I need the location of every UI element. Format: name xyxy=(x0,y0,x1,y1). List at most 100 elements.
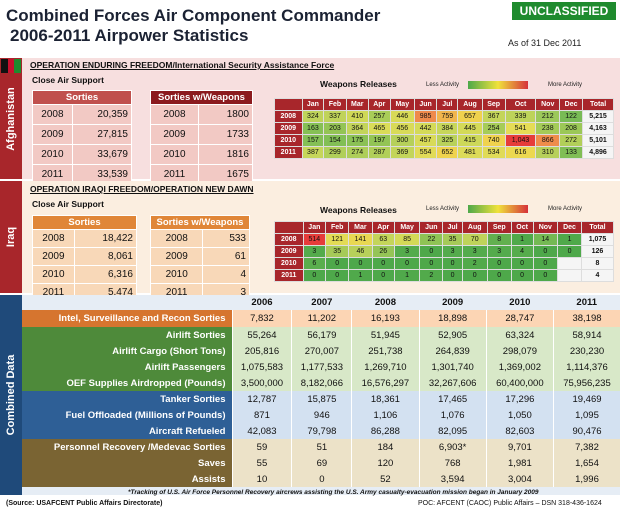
heatmap-cell: 154 xyxy=(323,134,347,147)
heatmap-row: 2011 0 0 1 0 1 2 0 0 0 0 0 4 xyxy=(274,269,615,282)
heatmap-cell: 203 xyxy=(323,122,347,135)
heatmap-row: 2010 6 0 0 0 0 0 0 2 0 0 0 8 xyxy=(274,257,615,270)
month-header: Jul xyxy=(442,221,463,234)
heatmap-cell: 208 xyxy=(559,122,584,135)
combined-header-row: 2006 2007 2008 2009 2010 2011 xyxy=(22,295,620,310)
table-row: 2009 27,815 xyxy=(32,124,133,145)
combined-cell: 42,083 xyxy=(231,423,292,439)
heatmap-cell: 337 xyxy=(323,110,347,123)
with_weapons-header: Sorties w/Weapons xyxy=(150,90,253,105)
combined-data-table: 2006 2007 2008 2009 2010 2011 Intel, Surveilla… xyxy=(22,295,620,487)
combined-cell: 1,981 xyxy=(485,455,554,471)
combined-cell: 298,079 xyxy=(485,343,554,359)
row-year: 2008 xyxy=(32,104,73,125)
heatmap-cell xyxy=(557,257,582,270)
row-value: 533 xyxy=(202,229,250,248)
oef-operation-title: OPERATION ENDURING FREEDOM/International… xyxy=(30,60,335,70)
combined-cell: 1,095 xyxy=(552,407,620,423)
combined-cell: 56,179 xyxy=(291,327,352,343)
combined-row-label: Airlift Passengers xyxy=(22,359,232,375)
month-header: Sep xyxy=(486,221,512,234)
month-header: Aug xyxy=(461,221,488,234)
heatmap-cell: 3 xyxy=(486,245,512,258)
heatmap-cell: 0 xyxy=(510,269,534,282)
heatmap-cell: 122 xyxy=(559,110,584,123)
month-header: Feb xyxy=(323,98,347,111)
month-header: Oct xyxy=(510,221,534,234)
month-header: Jun xyxy=(413,98,438,111)
row-value: 33,539 xyxy=(71,164,133,185)
row-year: 2010 xyxy=(150,144,199,165)
heatmap-cell: 6 xyxy=(302,257,327,270)
year-header: 2010 xyxy=(509,297,531,308)
iraq-legend-gradient xyxy=(468,205,528,213)
heatmap-cell: 14 xyxy=(532,233,559,246)
combined-cell: 1,369,002 xyxy=(485,359,554,375)
heatmap-cell: 1 xyxy=(510,233,534,246)
iraq-legend-less: Less Activity xyxy=(426,206,460,212)
heatmap-cell: 652 xyxy=(436,146,459,159)
table-row: 2010 6,316 xyxy=(32,265,138,284)
title-line-2: 2006-2011 Airpower Statistics xyxy=(10,26,249,45)
row-year: 2010 xyxy=(32,144,73,165)
year-header: 2009 xyxy=(442,297,464,308)
combined-cell: 120 xyxy=(351,455,420,471)
row-value: 4 xyxy=(202,265,250,284)
heatmap-cell: 0 xyxy=(442,269,463,282)
combined-cell: 1,114,376 xyxy=(552,359,620,375)
heatmap-cell: 325 xyxy=(436,134,459,147)
heatmap-cell: 1 xyxy=(394,269,421,282)
row-year: 2009 xyxy=(149,247,204,266)
table-row: 2008 20,359 xyxy=(32,104,133,125)
row-year: 2008 xyxy=(150,104,199,125)
combined-cell: 12,787 xyxy=(231,391,292,407)
combined-cell: 69 xyxy=(291,455,352,471)
combined-row: Personnel Recovery /Medevac Sorties 59 51 1… xyxy=(22,439,620,455)
month-header: Sep xyxy=(481,98,506,111)
heatmap-cell: 5,215 xyxy=(582,110,614,123)
heatmap-cell: 26 xyxy=(371,245,396,258)
row-value: 20,359 xyxy=(71,104,133,125)
heatmap-year: 2008 xyxy=(274,110,303,123)
row-year: 2008 xyxy=(149,229,204,248)
heatmap-cell: 3 xyxy=(442,245,463,258)
heatmap-cell: 985 xyxy=(413,110,438,123)
combined-cell: 11,202 xyxy=(291,310,352,327)
iraq-releases-heatmap: Jan Feb Mar Apr May Jun Jul Aug Sep Oct Nov Dec Tota… xyxy=(274,221,615,282)
row-value: 27,815 xyxy=(71,124,133,145)
combined-cell: 58,914 xyxy=(552,327,620,343)
heatmap-row: 2008 514 121 141 63 85 22 35 70 8 1 14 1 1,075 xyxy=(274,233,615,246)
combined-row: Aircraft Refueled 42,083 79,798 86,288 82,09… xyxy=(22,423,620,439)
heatmap-cell: 63 xyxy=(371,233,396,246)
heatmap-cell: 4 xyxy=(510,245,534,258)
combined-cell: 7,382 xyxy=(552,439,620,455)
heatmap-cell: 274 xyxy=(345,146,369,159)
table-row: 2008 18,422 xyxy=(32,229,138,248)
heatmap-cell: 70 xyxy=(461,233,488,246)
heatmap-cell: 287 xyxy=(367,146,391,159)
afg-sorties-table: Sorties 2008 20,359 2009 27,815 2010 33,679 201… xyxy=(32,90,133,185)
heatmap-cell: 445 xyxy=(457,122,483,135)
combined-cell: 55 xyxy=(231,455,292,471)
table-row: 2009 1733 xyxy=(150,124,254,145)
combined-row: Intel, Surveillance and Recon Sorties 7,8… xyxy=(22,310,620,327)
combined-row: Fuel Offloaded (Millions of Pounds) 871 94… xyxy=(22,407,620,423)
table-row: 2009 8,061 xyxy=(32,247,138,266)
afghanistan-section: Afghanistan OPERATION ENDURING FREEDOM/I… xyxy=(0,58,620,185)
month-header: Jan xyxy=(302,221,327,234)
combined-cell: 9,701 xyxy=(485,439,554,455)
heatmap-cell: 0 xyxy=(371,257,396,270)
heatmap-cell: 0 xyxy=(419,257,444,270)
month-header: Apr xyxy=(371,221,396,234)
heatmap-cell: 1 xyxy=(348,269,373,282)
heatmap-cell: 364 xyxy=(345,122,369,135)
afg-releases-title: Weapons Releases xyxy=(320,79,397,89)
heatmap-row: 2011 387 299 274 287 369 554 652 481 534 616 310 133… xyxy=(274,146,614,159)
heatmap-cell: 0 xyxy=(532,257,559,270)
afg-cas-title: Close Air Support xyxy=(32,75,104,85)
combined-row-label: Tanker Sorties xyxy=(22,391,232,407)
row-value: 33,679 xyxy=(71,144,133,165)
afg-legend-less: Less Activity xyxy=(426,82,460,88)
afg-weapons-table: Sorties w/Weapons 2008 1800 2009 1733 2010 181… xyxy=(150,90,254,185)
heatmap-cell: 514 xyxy=(302,233,327,246)
